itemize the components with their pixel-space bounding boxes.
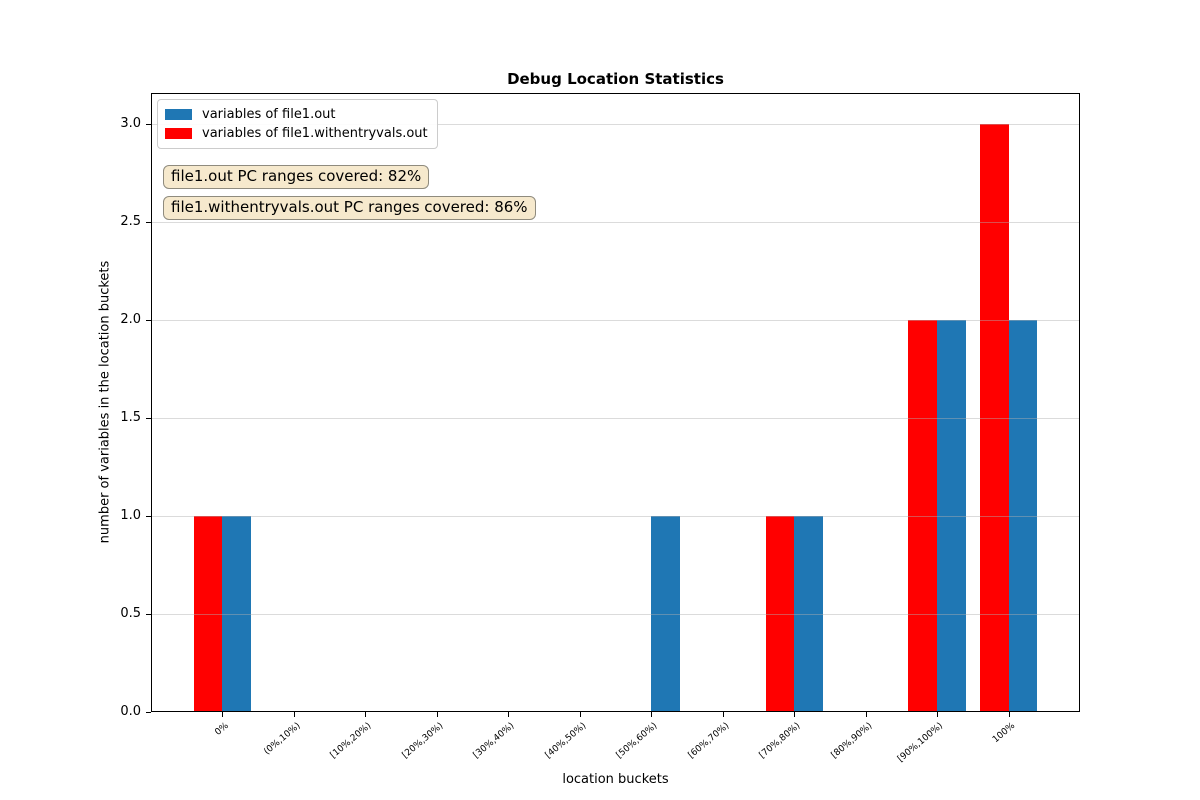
bar-red-100% [979, 124, 1009, 711]
x-tick-label: [80%,90%) [829, 721, 875, 761]
gridline [152, 124, 1079, 126]
annotation-box-0: file1.out PC ranges covered: 82% [163, 165, 430, 189]
y-tick-mark [146, 516, 151, 518]
gridline [152, 418, 1079, 420]
bar-red-[90%,100%) [908, 320, 938, 711]
y-tick-label: 0.5 [120, 606, 141, 622]
x-tick-mark [1008, 712, 1010, 717]
x-tick-label: 0% [213, 721, 231, 738]
y-tick-mark [146, 614, 151, 616]
x-tick-mark [651, 712, 653, 717]
legend-swatch-icon [165, 109, 192, 120]
x-tick-label: [40%,50%) [543, 721, 589, 761]
legend: variables of file1.out variables of file1… [157, 99, 438, 149]
x-tick-label: (0%,10%) [262, 721, 303, 758]
legend-label: variables of file1.withentryvals.out [202, 126, 428, 141]
x-axis-label: location buckets [562, 772, 669, 787]
gridline [152, 516, 1079, 518]
x-tick-mark [794, 712, 796, 717]
bar-red-[70%,80%) [765, 516, 795, 711]
x-tick-mark [937, 712, 939, 717]
x-tick-label: [60%,70%) [686, 721, 732, 761]
y-tick-label: 1.5 [120, 410, 141, 426]
x-tick-label: [70%,80%) [757, 721, 803, 761]
bar-blue-[50%,60%) [651, 516, 680, 711]
y-tick-label: 0.0 [120, 704, 141, 719]
x-tick-mark [365, 712, 367, 717]
bar-blue-[90%,100%) [937, 320, 966, 711]
y-tick-mark [146, 320, 151, 322]
legend-item-0: variables of file1.out [165, 105, 428, 124]
chart-title: Debug Location Statistics [507, 70, 724, 88]
bar-red-0% [193, 516, 223, 711]
x-tick-label: [30%,40%) [472, 721, 517, 761]
bar-blue-100% [1008, 320, 1038, 711]
x-tick-label: [50%,60%) [615, 721, 660, 761]
bar-blue-0% [222, 516, 252, 711]
y-tick-label: 2.0 [120, 312, 141, 328]
y-tick-label: 1.0 [120, 508, 141, 524]
x-tick-mark [865, 712, 867, 717]
annotation-box-1: file1.withentryvals.out PC ranges covere… [163, 196, 536, 220]
x-tick-mark [722, 712, 724, 717]
x-tick-mark [293, 712, 295, 717]
x-tick-label: 100% [990, 721, 1017, 746]
gridline [152, 614, 1079, 616]
y-tick-mark [146, 222, 151, 224]
legend-item-1: variables of file1.withentryvals.out [165, 124, 428, 143]
legend-swatch-icon [165, 128, 192, 139]
x-tick-label: [20%,30%) [400, 721, 446, 761]
x-tick-mark [436, 712, 438, 717]
legend-label: variables of file1.out [202, 107, 336, 122]
y-tick-label: 2.5 [120, 214, 141, 230]
y-tick-mark [146, 124, 151, 126]
gridline [152, 320, 1079, 322]
y-tick-mark [146, 712, 151, 713]
x-tick-mark [222, 712, 224, 717]
y-tick-label: 3.0 [120, 116, 141, 132]
bar-blue-[70%,80%) [794, 516, 823, 711]
x-tick-label: [90%,100%) [896, 721, 946, 765]
x-tick-mark [579, 712, 581, 717]
x-tick-label: [10%,20%) [329, 721, 374, 761]
x-tick-mark [508, 712, 510, 717]
y-tick-mark [146, 418, 151, 420]
gridline [152, 222, 1079, 224]
